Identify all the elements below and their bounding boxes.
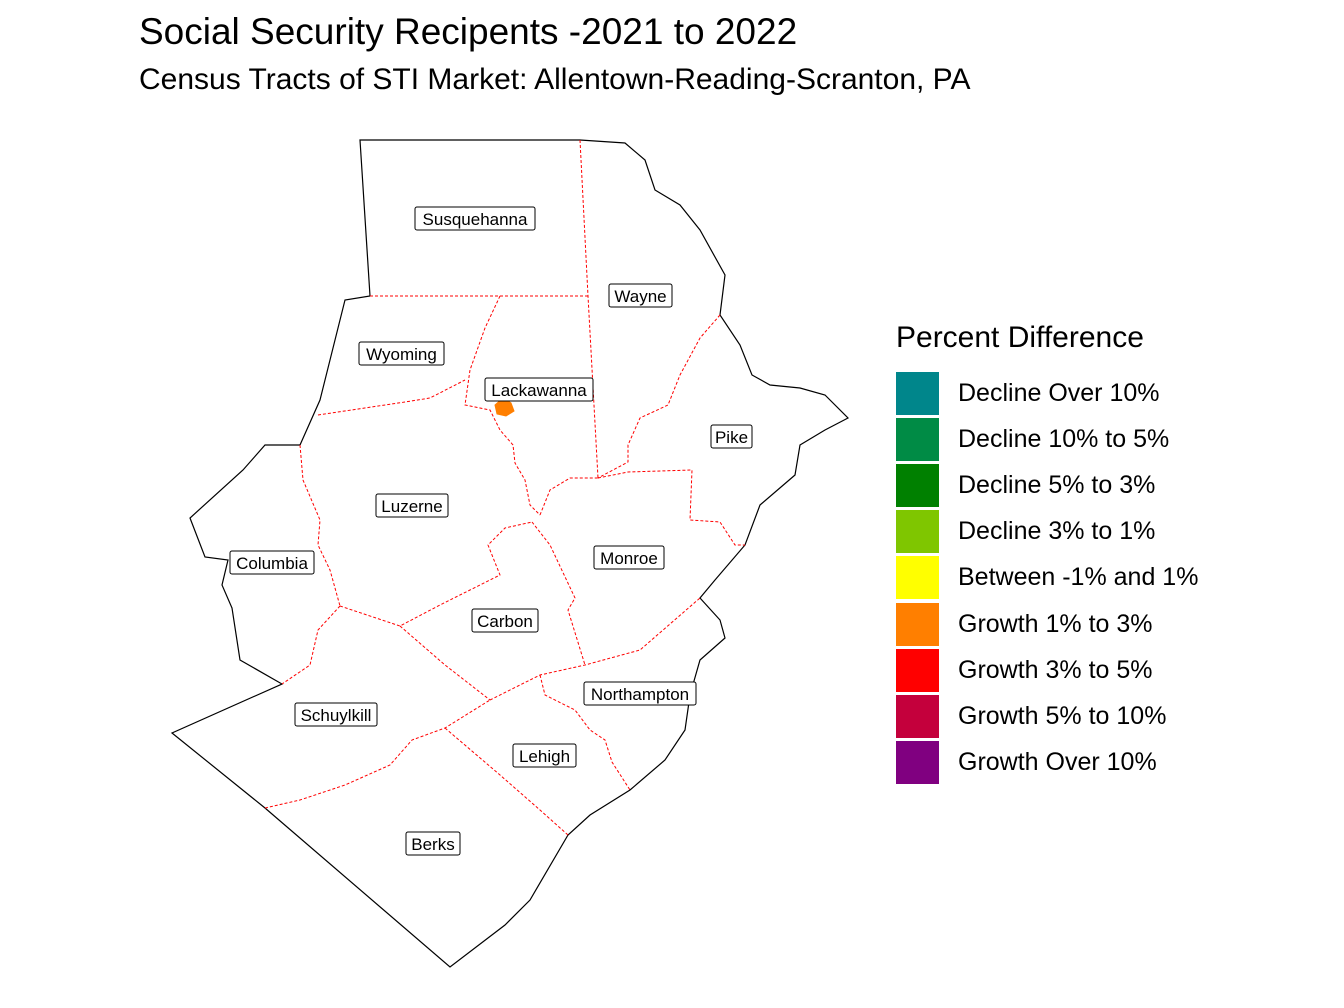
svg-text:Carbon: Carbon [477,612,533,631]
svg-text:Schuylkill: Schuylkill [301,706,372,725]
legend-item: Growth 3% to 5% [896,647,1198,693]
boundary-wayne-pike [597,314,721,479]
legend-swatch [896,648,939,692]
county-label-wyoming: Wyoming [358,341,445,366]
legend-label: Growth 5% to 10% [958,701,1167,730]
legend-swatch [896,602,939,646]
svg-text:Wyoming: Wyoming [366,345,437,364]
boundary-wyoming-lackawanna [464,295,541,516]
boundary-columbia-luzerne [299,444,341,607]
legend-item: Growth 5% to 10% [896,693,1198,739]
region-outline [170,139,850,968]
legend-item: Decline 3% to 1% [896,509,1198,555]
legend-item: Between -1% and 1% [896,555,1198,601]
legend-label: Growth Over 10% [958,748,1157,777]
svg-text:Lackawanna: Lackawanna [491,381,587,400]
legend-title: Percent Difference [896,321,1144,354]
boundary-susquehanna-wayne [579,139,599,479]
boundary-carbon-monroe [531,521,586,666]
legend-label: Growth 3% to 5% [958,655,1153,684]
map-subtitle: Census Tracts of STI Market: Allentown-R… [139,63,971,96]
legend-list: Decline Over 10% Decline 10% to 5% Decli… [896,370,1198,786]
svg-text:Berks: Berks [411,835,454,854]
svg-text:Lehigh: Lehigh [519,747,570,766]
legend-label: Decline 3% to 1% [958,517,1156,546]
boundary-luzerne-carbon [339,521,533,627]
legend-swatch [896,510,939,554]
legend-label: Decline Over 10% [958,378,1160,407]
county-label-columbia: Columbia [229,550,315,575]
boundary-pike-monroe [597,469,745,546]
map-title: Social Security Recipents -2021 to 2022 [139,11,798,52]
legend-swatch [896,741,939,785]
boundary-lackawanna-monroe [539,477,598,516]
legend-item: Growth 1% to 3% [896,601,1198,647]
svg-text:Susquehanna: Susquehanna [423,210,528,229]
county-label-lehigh: Lehigh [512,743,577,768]
legend-label: Decline 5% to 3% [958,470,1156,499]
county-label-northampton: Northampton [583,681,697,706]
svg-text:Columbia: Columbia [236,554,308,573]
county-label-wayne: Wayne [608,283,673,308]
legend-item: Growth Over 10% [896,740,1198,786]
boundary-south-row [489,597,701,701]
boundary-lehigh-berks [444,727,569,836]
legend-swatch [896,694,939,738]
svg-text:Pike: Pike [715,428,748,447]
county-label-schuylkill: Schuylkill [294,702,378,727]
county-boundaries [264,139,745,836]
county-label-pike: Pike [710,424,753,449]
county-label-carbon: Carbon [471,608,539,633]
legend-label: Growth 1% to 3% [958,609,1153,638]
legend-item: Decline 5% to 3% [896,462,1198,508]
boundary-columbia-schuylkill [281,605,341,685]
boundary-lehigh-northampton [539,674,631,791]
county-label-berks: Berks [405,831,461,856]
svg-text:Monroe: Monroe [600,549,658,568]
legend-label: Decline 10% to 5% [958,424,1170,453]
boundary-carbon-schuylkill [399,625,491,701]
legend-swatch [896,417,939,461]
legend-item: Decline 10% to 5% [896,416,1198,462]
legend-swatch [896,371,939,415]
county-label-lackawanna: Lackawanna [484,377,594,402]
county-labels: Susquehanna Wayne Wyoming Lackawanna Pik… [229,206,753,856]
county-label-luzerne: Luzerne [375,493,449,518]
legend: Percent Difference Decline Over 10% Decl… [896,318,1198,786]
legend-swatch [896,463,939,507]
legend-label: Between -1% and 1% [958,563,1199,592]
county-label-monroe: Monroe [593,545,665,570]
legend-swatch [896,556,939,600]
county-label-susquehanna: Susquehanna [414,206,536,231]
county-map: Susquehanna Wayne Wyoming Lackawanna Pik… [170,139,850,968]
svg-text:Northampton: Northampton [591,685,689,704]
svg-text:Wayne: Wayne [614,287,666,306]
legend-item: Decline Over 10% [896,370,1198,416]
svg-text:Luzerne: Luzerne [381,497,442,516]
boundary-wyoming-luzerne [317,379,466,416]
